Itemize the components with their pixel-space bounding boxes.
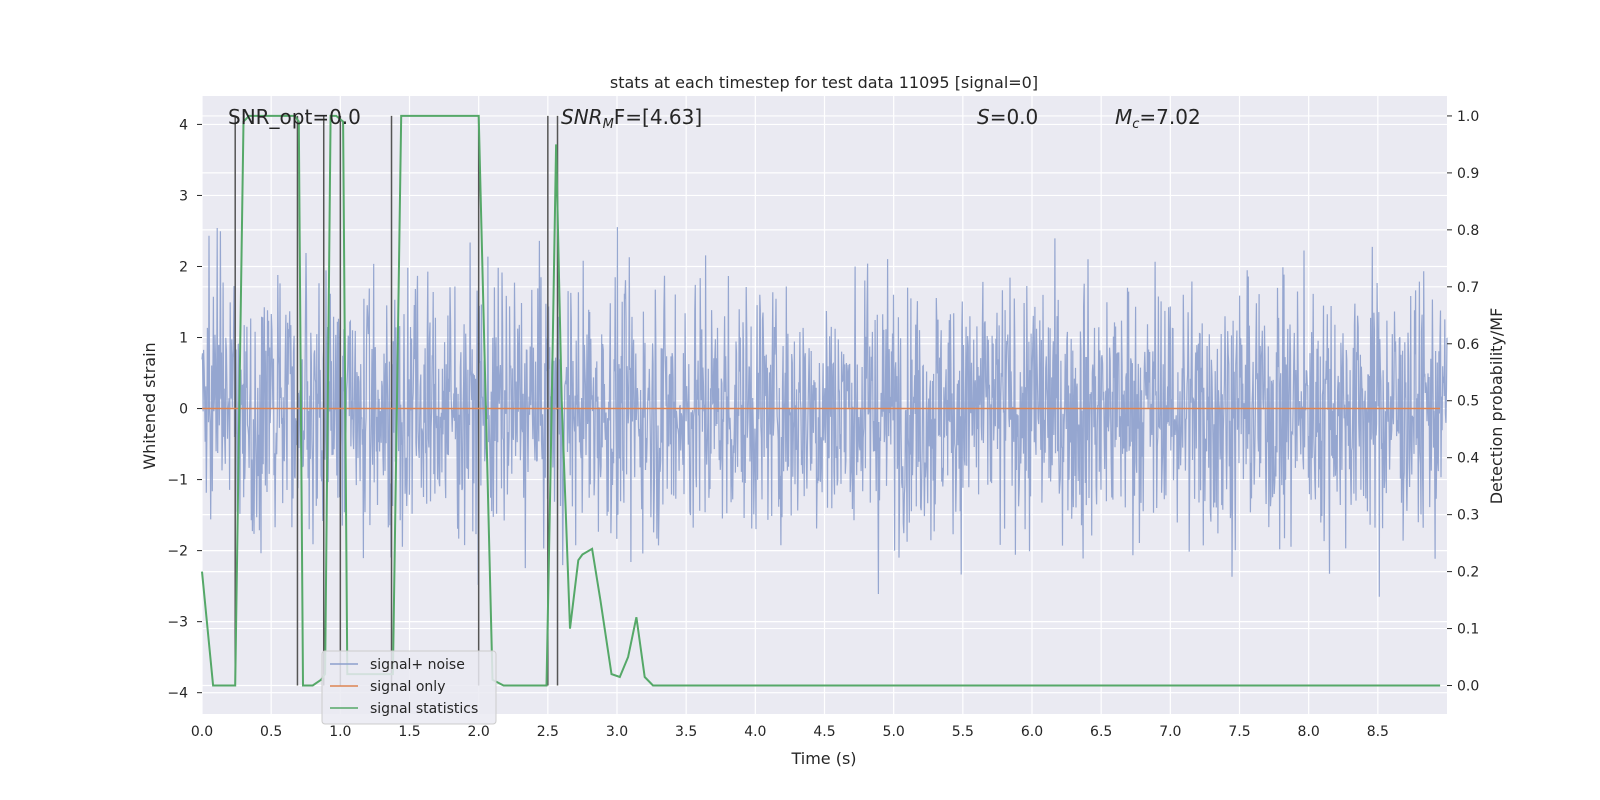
annotation-s: S=0.0 — [977, 105, 1038, 129]
y-left-tick-label: 3 — [179, 188, 188, 204]
x-tick-label: 3.5 — [675, 724, 697, 740]
y-right-tick-label: 0.8 — [1457, 223, 1479, 239]
y-left-tick-label: −2 — [167, 544, 188, 560]
x-tick-label: 3.0 — [606, 724, 628, 740]
x-axis-label: Time (s) — [790, 749, 856, 768]
annotation-mc: Mc=7.02 — [1115, 105, 1201, 132]
y-right-tick-label: 0.4 — [1457, 451, 1479, 467]
y-left-axis-ticks: 4 3 2 1 0 −1 −2 −3 −4 — [167, 117, 188, 701]
vertical-markers — [234, 115, 559, 686]
y-right-tick-label: 0.7 — [1457, 280, 1479, 296]
y-left-tick-label: 2 — [179, 259, 188, 275]
y-right-axis-label: Detection probability/MF — [1487, 308, 1506, 505]
legend-label-signal-statistics: signal statistics — [370, 701, 478, 717]
y-right-tick-label: 0.3 — [1457, 508, 1479, 524]
x-tick-label: 2.5 — [537, 724, 559, 740]
annotation-snr-opt: SNR_opt=0.0 — [228, 105, 361, 129]
y-right-tick-label: 0.2 — [1457, 565, 1479, 581]
x-tick-label: 5.5 — [952, 724, 974, 740]
x-tick-label: 4.5 — [813, 724, 835, 740]
y-left-tick-label: 0 — [179, 402, 188, 418]
x-tick-label: 5.0 — [883, 724, 905, 740]
y-left-tick-label: −3 — [167, 615, 188, 631]
legend: signal+ noise signal only signal statist… — [321, 650, 497, 725]
chart-title: stats at each timestep for test data 110… — [610, 73, 1038, 92]
x-tick-label: 6.5 — [1090, 724, 1112, 740]
y-right-tick-label: 0.9 — [1457, 166, 1479, 182]
y-left-tick-label: 1 — [179, 331, 188, 347]
x-tick-label: 8.0 — [1298, 724, 1320, 740]
x-tick-label: 0.5 — [260, 724, 282, 740]
y-left-axis-label: Whitened strain — [140, 342, 159, 469]
x-tick-label: 1.5 — [398, 724, 420, 740]
legend-label-signal-only: signal only — [370, 679, 445, 695]
x-tick-label: 6.0 — [1021, 724, 1043, 740]
y-right-tick-label: 1.0 — [1457, 109, 1479, 125]
x-tick-label: 7.5 — [1228, 724, 1250, 740]
noise-trace — [201, 227, 1448, 597]
y-left-tick-label: 4 — [179, 117, 188, 133]
x-tick-label: 0.0 — [191, 724, 213, 740]
x-axis-ticks: 0.0 0.5 1.0 1.5 2.0 2.5 3.0 3.5 4.0 4.5 5.0 5.5 6.0 6… — [191, 123, 1389, 740]
y-right-axis-ticks: 1.0 0.9 0.8 0.7 0.6 0.5 0.4 0.3 0.2 0.1 0.0 — [1447, 109, 1479, 695]
y-left-tick-label: −1 — [167, 473, 188, 489]
legend-box — [321, 650, 497, 725]
x-tick-label: 4.0 — [744, 724, 766, 740]
series-signal-statistics — [201, 114, 1441, 687]
x-tick-label: 1.0 — [329, 724, 351, 740]
x-tick-label: 8.5 — [1367, 724, 1389, 740]
y-right-tick-label: 0.6 — [1457, 337, 1479, 353]
x-tick-label: 7.0 — [1159, 724, 1181, 740]
x-tick-label: 2.0 — [468, 724, 490, 740]
y-right-tick-label: 0.1 — [1457, 622, 1479, 638]
y-left-tick-label: −4 — [167, 686, 188, 702]
annotation-snr-mf: SNRMF=[4.63] — [561, 105, 702, 132]
y-right-tick-label: 0.0 — [1457, 679, 1479, 695]
series-signal-noise — [201, 227, 1448, 597]
legend-label-signal-noise: signal+ noise — [370, 657, 465, 673]
y-right-tick-label: 0.5 — [1457, 394, 1479, 410]
